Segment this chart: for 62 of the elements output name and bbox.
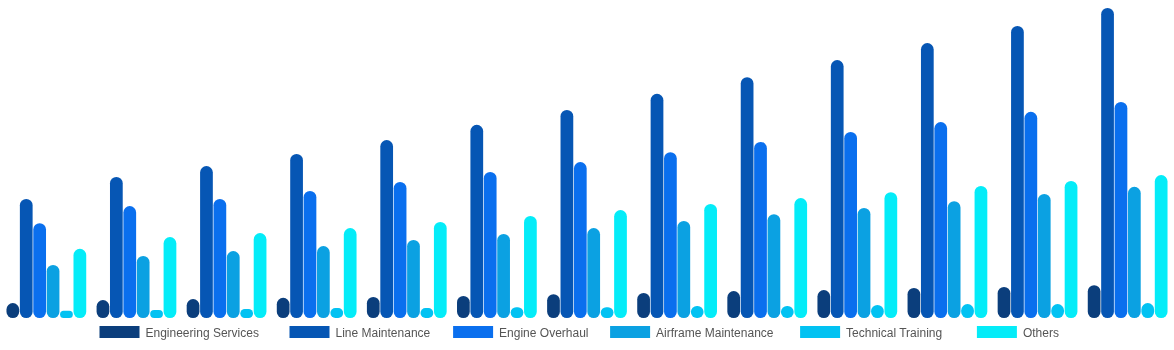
bar <box>1037 194 1051 318</box>
bar <box>253 233 267 318</box>
bar <box>393 181 407 318</box>
bar <box>1114 101 1128 318</box>
bar <box>1101 8 1114 318</box>
bar <box>226 251 240 318</box>
legend-label: Airframe Maintenance <box>656 325 774 340</box>
legend-label: Line Maintenance <box>335 325 431 340</box>
bar <box>844 132 857 318</box>
bar <box>614 210 627 318</box>
bar <box>433 221 447 318</box>
bar <box>560 109 574 318</box>
bar <box>524 216 537 318</box>
bar <box>303 190 317 318</box>
bar <box>1127 186 1141 318</box>
bar <box>1064 180 1078 318</box>
bar <box>650 93 664 318</box>
bar <box>317 246 330 318</box>
bar <box>727 291 741 318</box>
bar <box>740 77 754 318</box>
bar <box>1011 25 1024 318</box>
bar <box>213 198 227 318</box>
bar <box>73 248 87 318</box>
bar <box>767 214 781 318</box>
bar <box>163 237 177 318</box>
bar <box>123 206 137 318</box>
bar <box>677 220 691 318</box>
bar <box>497 233 510 318</box>
bar <box>1024 111 1038 318</box>
bar <box>884 192 898 318</box>
legend-label: Others <box>1022 325 1059 340</box>
bar <box>794 198 808 318</box>
bar <box>380 140 394 318</box>
bar <box>664 152 677 318</box>
bar <box>407 239 420 318</box>
bar <box>33 223 47 318</box>
bar <box>19 198 33 318</box>
bar <box>290 154 303 318</box>
legend-label: Technical Training <box>846 325 943 340</box>
bar <box>857 207 871 318</box>
bar <box>934 122 948 318</box>
bar <box>704 203 717 318</box>
bar <box>754 141 767 318</box>
bar <box>200 166 213 318</box>
bar <box>947 201 961 318</box>
bar <box>817 290 831 318</box>
bar <box>1087 285 1101 318</box>
legend-label: Engineering Services <box>145 325 259 340</box>
bar <box>974 185 988 318</box>
bar <box>343 228 357 318</box>
bar <box>830 60 844 318</box>
bar <box>573 162 587 318</box>
bar <box>587 228 601 318</box>
legend-label: Engine Overhaul <box>499 325 589 340</box>
bar <box>109 176 123 318</box>
bar <box>920 43 934 318</box>
bar <box>1154 175 1168 318</box>
bar <box>136 256 150 318</box>
bar <box>46 264 60 318</box>
bar <box>637 292 650 318</box>
bar <box>483 171 497 318</box>
bar <box>470 124 484 318</box>
